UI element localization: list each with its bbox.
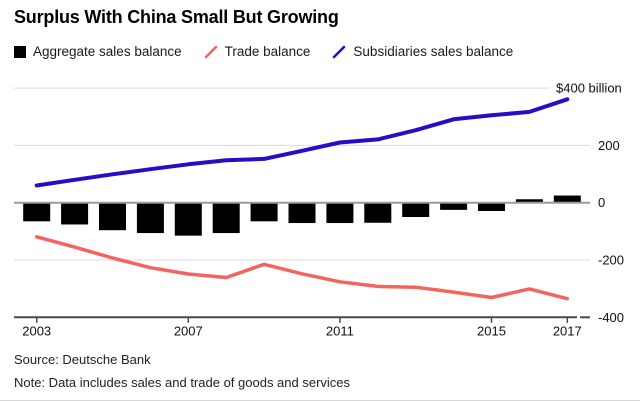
bar-2010 (288, 202, 316, 224)
bar-2015 (478, 202, 505, 212)
bar-2008 (212, 202, 240, 234)
y-tick-label: -400 (598, 310, 624, 325)
x-tick-label: 2015 (477, 323, 506, 338)
legend-label: Aggregate sales balance (33, 44, 182, 59)
legend-item-subsidiaries: Subsidiaries sales balance (332, 44, 513, 59)
bar-2012 (364, 202, 392, 223)
chart-title: Surplus With China Small But Growing (14, 7, 339, 27)
bar-2003 (23, 202, 51, 222)
subsidiaries-sales-balance-line (34, 97, 570, 188)
y-tick-label: 200 (598, 138, 620, 153)
y-tick-label: 0 (598, 195, 605, 210)
bar-2017 (553, 195, 581, 203)
source-text: Source: Deutsche Bank (14, 352, 151, 367)
black-square-swatch-icon (14, 45, 26, 58)
x-tick-label: 2007 (174, 323, 203, 338)
bar-2006 (136, 202, 164, 234)
x-tick-label: 2003 (22, 323, 51, 338)
blue-slash-swatch-icon (333, 45, 346, 58)
legend-item-aggregate: Aggregate sales balance (14, 44, 182, 59)
bar-2009 (250, 202, 278, 222)
bar-2016 (515, 199, 543, 203)
y-tick-label: $400 billion (556, 81, 622, 96)
legend-item-trade: Trade balance (204, 44, 311, 59)
note-text: Note: Data includes sales and trade of g… (14, 375, 351, 390)
legend-label: Subsidiaries sales balance (353, 44, 514, 59)
bar-2013 (402, 202, 430, 218)
bar-2011 (326, 202, 354, 224)
trade-balance-line (34, 235, 570, 301)
chart-canvas: $400 billion 200 0 -200 -400 2003 2007 2011 2015… (14, 81, 624, 338)
pink-slash-swatch-icon (204, 45, 217, 58)
legend: Aggregate sales balance Trade balance Su… (14, 44, 513, 59)
x-tick-label: 2011 (326, 323, 354, 338)
bar-2014 (440, 202, 468, 210)
bar-2005 (99, 202, 126, 231)
bar-2004 (61, 202, 89, 225)
x-tick-label: 2017 (553, 323, 582, 338)
bar-2007 (174, 202, 202, 236)
y-tick-label: -200 (598, 253, 624, 268)
legend-label: Trade balance (224, 44, 311, 59)
